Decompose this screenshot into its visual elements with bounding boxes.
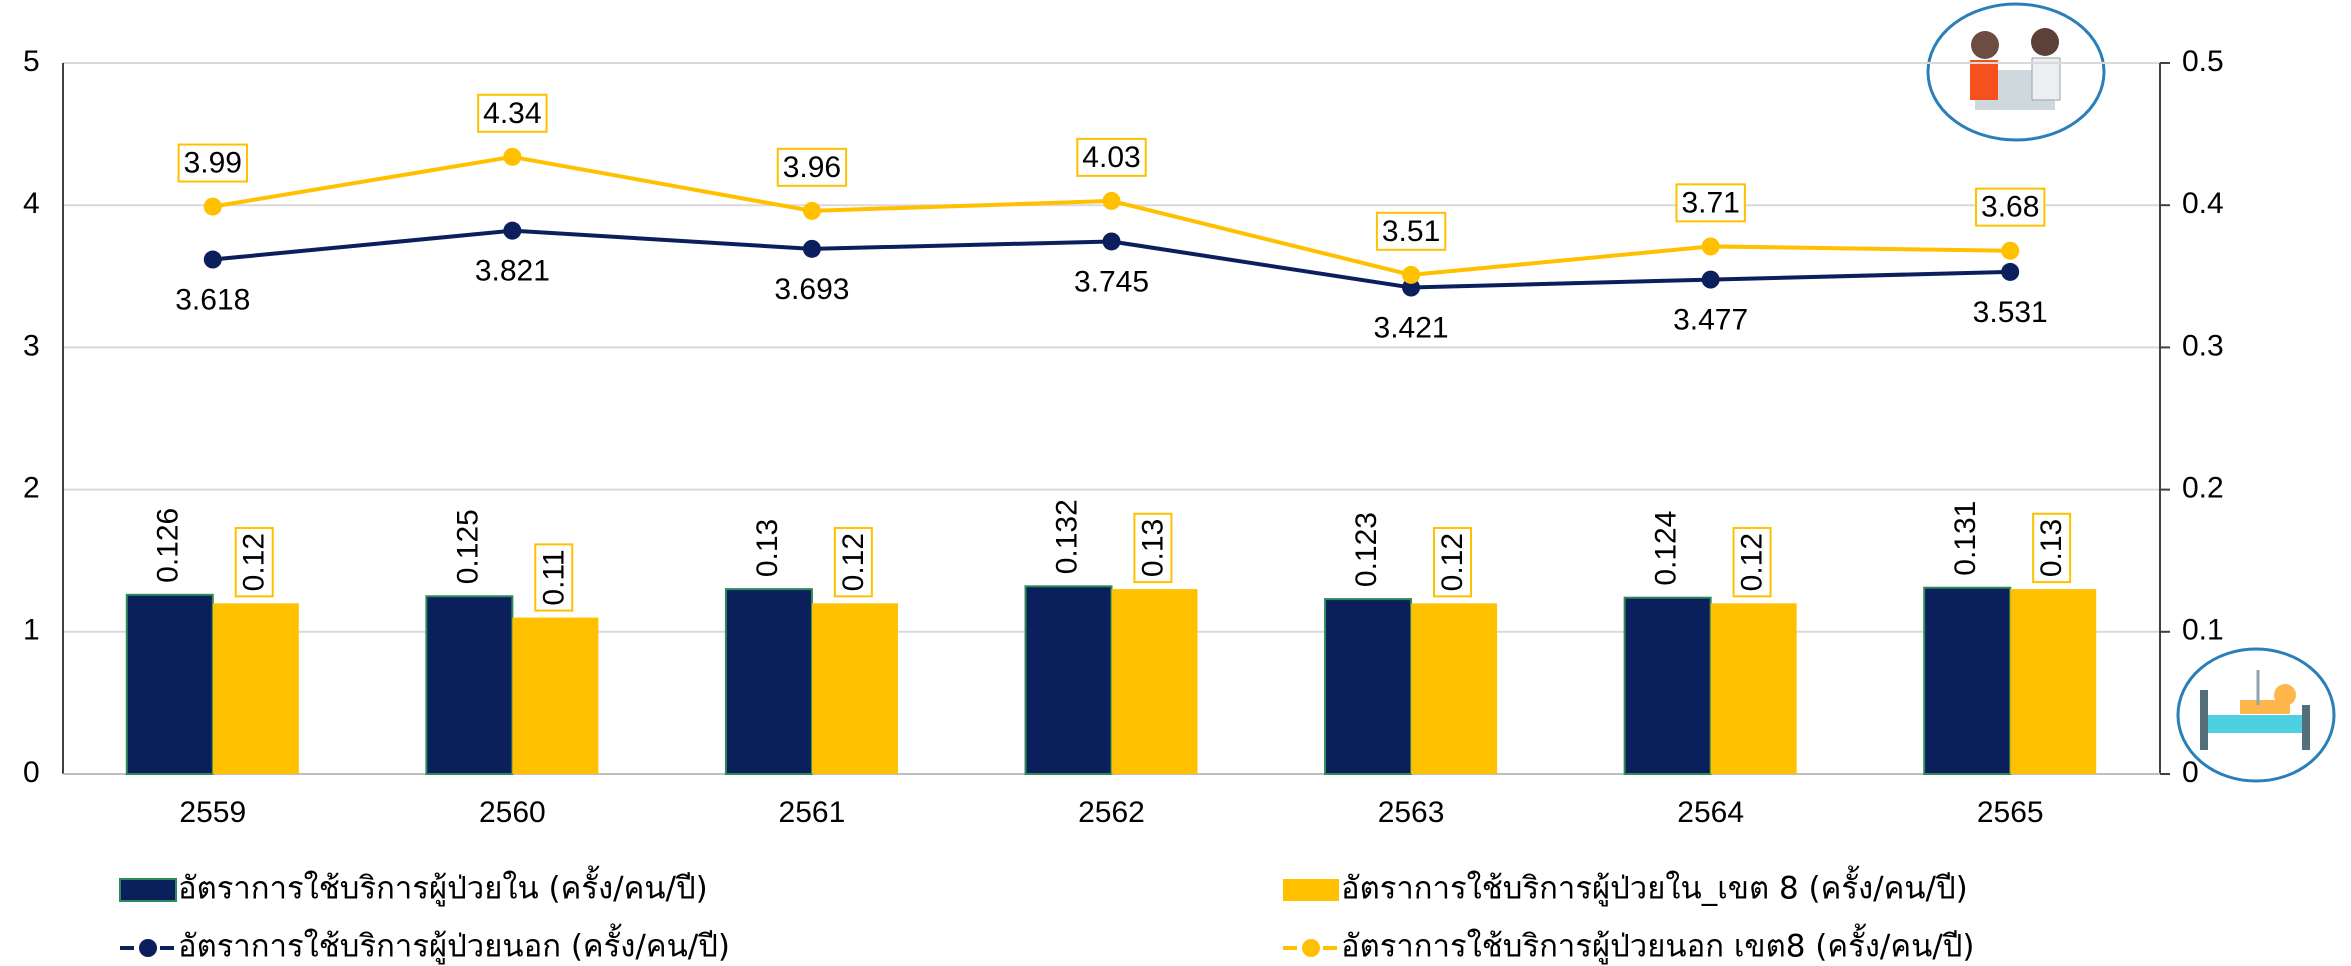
bar [1711, 603, 1797, 774]
line-value-label: 3.68 [1981, 191, 2039, 224]
line-value-label: 3.71 [1681, 186, 1739, 219]
legend: อัตราการใช้บริการผู้ป่วยใน (ครั้ง/คน/ปี)… [120, 866, 1975, 965]
bar [1924, 588, 2010, 774]
bar-value-label: 0.123 [1350, 512, 1383, 587]
line-point [1702, 271, 1720, 289]
x-tick-label: 2565 [1977, 796, 2044, 829]
legend-label: อัตราการใช้บริการผู้ป่วยใน (ครั้ง/คน/ปี) [178, 866, 708, 907]
chart: 0 1 2 3 4 5 0 0.1 0.2 0.3 0.4 0.5 2559 2560 2561 2562 25… [0, 0, 2351, 966]
x-tick-label: 2561 [779, 796, 846, 829]
bar [726, 589, 812, 774]
line-value-label: 3.745 [1074, 265, 1149, 298]
legend-label: อัตราการใช้บริการผู้ป่วยนอก (ครั้ง/คน/ปี… [178, 924, 730, 965]
x-tick-label: 2559 [179, 796, 246, 829]
line-point [204, 251, 222, 269]
legend-swatch [120, 879, 176, 901]
y-tick-label: 2 [23, 472, 40, 505]
bar-value-label: 0.132 [1050, 499, 1083, 574]
x-tick-label: 2564 [1677, 796, 1744, 829]
line-value-label: 3.477 [1673, 303, 1748, 336]
bar-value-label: 0.12 [1436, 533, 1469, 591]
bar [1112, 589, 1198, 774]
line-point [204, 198, 222, 216]
bar-value-label: 0.124 [1650, 511, 1683, 586]
bar [1411, 603, 1497, 774]
legend-marker [139, 939, 157, 957]
line-value-label: 3.693 [774, 273, 849, 306]
legend-marker [1302, 939, 1320, 957]
line-point [1103, 232, 1121, 250]
icon-doctor [1928, 4, 2104, 140]
x-tick-label: 2560 [479, 796, 546, 829]
bar [426, 596, 512, 774]
legend-label: อัตราการใช้บริการผู้ป่วยนอก เขต8 (ครั้ง/… [1341, 924, 1975, 965]
bar-value-label: 0.125 [451, 509, 484, 584]
line-point [803, 240, 821, 258]
y-tick-label: 5 [23, 45, 40, 78]
bar-value-label: 0.13 [2035, 519, 2068, 577]
bar [512, 618, 598, 774]
bar-value-label: 0.131 [1949, 501, 1982, 576]
line-point [1103, 192, 1121, 210]
bar-value-label: 0.12 [837, 533, 870, 591]
line-value-label: 3.821 [475, 255, 550, 288]
line-point [2001, 263, 2019, 281]
x-tick-label: 2563 [1378, 796, 1445, 829]
bar [1625, 598, 1711, 774]
y-tick-label: 3 [23, 329, 40, 362]
bar [213, 603, 299, 774]
line-point [803, 202, 821, 220]
bar-value-label: 0.12 [1736, 533, 1769, 591]
y2-tick-label: 0 [2182, 756, 2199, 789]
bar-value-label: 0.13 [1136, 519, 1169, 577]
line-value-label: 3.99 [184, 147, 242, 180]
icon-hospital-bed [2178, 649, 2334, 781]
bar-value-label: 0.11 [537, 549, 570, 605]
y2-tick-label: 0.5 [2182, 45, 2224, 78]
bar [1026, 586, 1112, 774]
line-value-label: 3.421 [1374, 311, 1449, 344]
line-value-label: 3.51 [1382, 215, 1440, 248]
bar [1325, 599, 1411, 774]
line-value-label: 4.03 [1082, 141, 1140, 174]
line-value-label: 4.34 [483, 97, 541, 130]
y2-tick-label: 0.3 [2182, 329, 2224, 362]
bar [127, 595, 213, 774]
legend-label: อัตราการใช้บริการผู้ป่วยใน_เขต 8 (ครั้ง/… [1341, 866, 1968, 907]
y-tick-label: 4 [23, 187, 40, 220]
y2-tick-label: 0.2 [2182, 472, 2224, 505]
line-point [2001, 242, 2019, 260]
line-value-label: 3.96 [783, 151, 841, 184]
bar [812, 603, 898, 774]
x-tick-label: 2562 [1078, 796, 1145, 829]
y-tick-label: 0 [23, 756, 40, 789]
bar-value-label: 0.13 [751, 519, 784, 577]
bar-value-label: 0.12 [238, 533, 271, 591]
line-point [1402, 266, 1420, 284]
line-point [503, 222, 521, 240]
y-tick-label: 1 [23, 614, 40, 647]
line-point [1702, 237, 1720, 255]
bar-value-label: 0.126 [152, 508, 185, 583]
line-value-label: 3.531 [1973, 296, 2048, 329]
bar [2010, 589, 2096, 774]
line-point [503, 148, 521, 166]
y2-tick-label: 0.1 [2182, 614, 2224, 647]
line-value-label: 3.618 [175, 283, 250, 316]
y2-tick-label: 0.4 [2182, 187, 2224, 220]
legend-swatch [1283, 879, 1339, 901]
